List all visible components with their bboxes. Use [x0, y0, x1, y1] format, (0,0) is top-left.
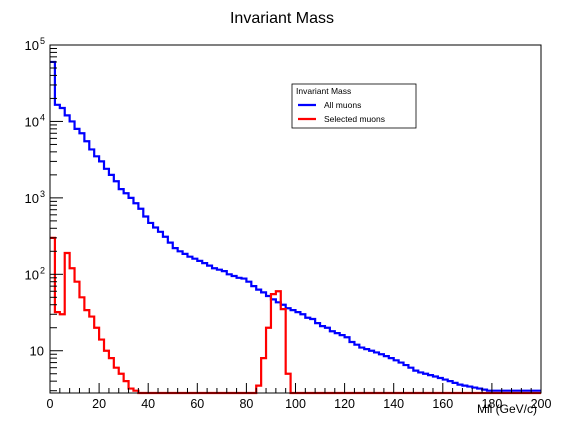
x-tick-label: 100 — [285, 397, 306, 411]
y-tick-exponent: 5 — [40, 36, 45, 46]
y-tick-exponent: 3 — [40, 189, 45, 199]
x-tick-label: 60 — [190, 397, 204, 411]
x-tick-label: 40 — [141, 397, 155, 411]
x-tick-label: 140 — [383, 397, 404, 411]
y-tick-exponent: 4 — [40, 112, 45, 122]
y-tick-label: 10 — [25, 38, 39, 53]
series-line-all-muons — [50, 60, 541, 392]
series-line-selected-muons — [50, 236, 541, 395]
x-tick-label: 20 — [92, 397, 106, 411]
x-tick-label: 120 — [334, 397, 355, 411]
y-tick-exponent: 2 — [40, 265, 45, 275]
y-tick-label: 10 — [30, 344, 44, 359]
legend-label-all-muons: All muons — [324, 100, 361, 110]
y-tick-label: 10 — [25, 191, 39, 206]
x-axis-label: Mll (GeV/c) — [477, 402, 537, 416]
chart-title: Invariant Mass — [230, 10, 334, 27]
x-tick-label: 160 — [432, 397, 453, 411]
x-tick-label: 0 — [47, 397, 54, 411]
x-tick-label: 180 — [481, 397, 502, 411]
x-tick-label: 80 — [239, 397, 253, 411]
legend-label-selected-muons: Selected muons — [324, 114, 385, 124]
y-tick-label: 10 — [25, 114, 39, 129]
legend: Invariant Mass All muons Selected muons — [291, 83, 417, 129]
y-tick-label: 10 — [25, 267, 39, 282]
x-tick-label: 200 — [531, 397, 552, 411]
legend-title: Invariant Mass — [296, 86, 351, 96]
